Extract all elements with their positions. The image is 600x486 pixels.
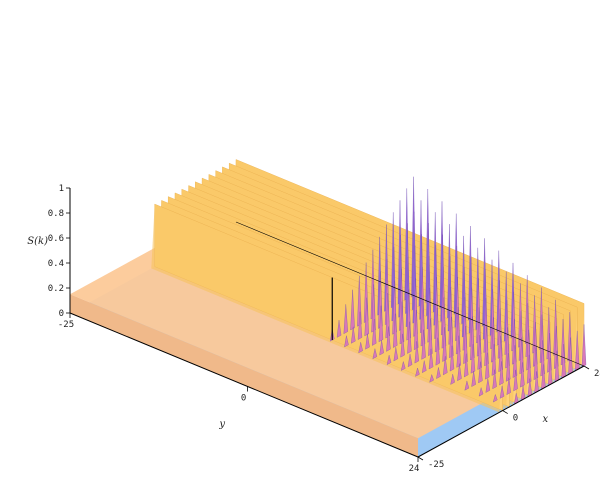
peak-spike (428, 348, 434, 370)
ridge-row-shade (151, 204, 503, 413)
peak-spike (457, 363, 462, 381)
peak-spike (470, 344, 476, 374)
peak-spike (456, 335, 461, 368)
z-tick-label: 0.8 (48, 209, 64, 219)
peak-spike (350, 289, 355, 331)
peak-spike (378, 305, 384, 343)
x-tick-label: 24 (594, 369, 600, 379)
peak-spike (343, 304, 348, 334)
peak-spike (386, 326, 391, 352)
peak-spike (449, 345, 455, 372)
peak-spike (429, 373, 434, 383)
peak-spike (351, 326, 356, 344)
peak-spike (400, 360, 406, 371)
peak-spike (393, 313, 398, 348)
peak-spike (358, 342, 363, 354)
peak-spike (442, 327, 447, 362)
peak-spike (414, 341, 419, 364)
peak-spike (450, 374, 455, 385)
z-tick-label: 0.6 (48, 234, 64, 244)
surface-layer (70, 159, 587, 457)
y-tick-label: 24 (409, 464, 420, 474)
peak-spike (364, 297, 369, 337)
peak-spike (400, 333, 405, 358)
peak-spike (471, 370, 476, 387)
peak-spike (336, 320, 342, 338)
z-tick-label: 1 (59, 184, 64, 194)
peak-spike (407, 321, 412, 354)
peak-spike (478, 361, 483, 384)
x-tick (502, 410, 508, 414)
x-axis-label: x (543, 414, 549, 425)
peak-spike (464, 353, 469, 378)
peak-spike (478, 387, 484, 397)
peak-spike (415, 367, 420, 377)
peak-spike (491, 344, 497, 376)
peak-spike (372, 319, 377, 346)
peak-spike (422, 360, 427, 373)
peak-spike (344, 335, 349, 348)
peak-spike (379, 340, 384, 356)
peak-spike (421, 329, 426, 360)
peak-spike (407, 353, 413, 368)
peak-spike (492, 369, 497, 390)
peak-spike (443, 356, 448, 376)
peak-spike (436, 367, 441, 379)
x-axis-back-line (235, 221, 585, 367)
peak-spike (485, 378, 491, 393)
plateau-front-face (70, 294, 418, 457)
peak-spike (357, 311, 363, 340)
peak-spike (499, 385, 505, 399)
x-tick-label: 0 (513, 414, 518, 424)
peak-spike (393, 347, 399, 362)
x-tick-label: -25 (428, 460, 444, 470)
y-tick-label: -25 (58, 320, 74, 330)
y-axis-line (69, 312, 419, 458)
peak-spike (485, 352, 490, 380)
x-axis-line (417, 365, 585, 458)
peak-spike (435, 337, 440, 366)
z-axis-label: S(k) (27, 236, 48, 247)
peak-spike (372, 348, 378, 360)
peak-spike (386, 355, 392, 365)
x-tick (583, 365, 590, 370)
z-tick-label: 0 (59, 309, 64, 319)
peak-spike (513, 369, 518, 392)
peak-spike (506, 377, 511, 395)
peak-spike (520, 362, 525, 388)
axes-layer (69, 188, 585, 458)
y-axis-label: y (218, 419, 225, 430)
z-tick-label: 0.2 (48, 284, 64, 294)
peak-spike (499, 361, 504, 386)
peak-spike (365, 333, 370, 350)
y-tick-label: 0 (241, 393, 246, 403)
peak-spike (526, 354, 532, 384)
peak-spike (505, 353, 511, 382)
peak-spike (464, 380, 470, 391)
x-tick (417, 456, 424, 461)
z-tick-label: 0.4 (48, 259, 64, 269)
peak-spike (492, 393, 498, 403)
